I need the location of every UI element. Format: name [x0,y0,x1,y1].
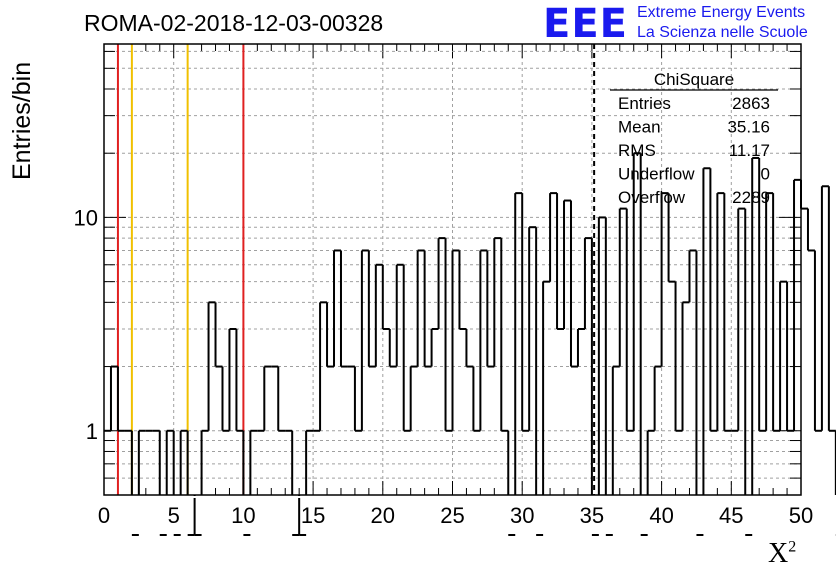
y-tick-label: 1 [86,419,98,444]
y-axis-label: Entries/bin [8,61,36,180]
stats-box-value: 0 [761,165,770,184]
x-tick-label: 15 [301,503,325,528]
stats-box-value: 35.16 [727,118,770,137]
x-tick-label: 5 [168,503,180,528]
stats-box-label: RMS [618,141,656,160]
y-tick-label: 10 [74,205,98,230]
plot-frame [103,43,802,496]
x-tick-label: 30 [510,503,534,528]
stats-box-label: Overflow [618,188,686,207]
x-tick-label: 20 [371,503,395,528]
logo-line-1: Extreme Energy Events [637,4,806,21]
x-tick-label: 35 [580,503,604,528]
stats-box-label: Underflow [618,165,695,184]
page-title: ROMA-02-2018-12-03-00328 [84,10,384,36]
x-tick-label: 40 [649,503,673,528]
x-tick-label: 45 [719,503,743,528]
stats-box-value: 2289 [732,188,770,207]
x-tick-label: 10 [231,503,255,528]
stats-box-label: Mean [618,118,661,137]
x-tick-label: 0 [98,503,110,528]
x-axis-label: X2 [768,538,796,570]
x-tick-label: 25 [440,503,464,528]
x-axis-label-text: X [768,538,789,569]
x-axis-label-sup: 2 [788,538,797,556]
stats-box-label: Entries [618,94,671,113]
stats-box-value: 2863 [732,94,770,113]
stats-box-title: ChiSquare [654,70,734,89]
x-tick-label: 50 [789,503,813,528]
axis-underlay [0,496,836,498]
logo-line-2: La Scienza nelle Scuole [637,24,808,41]
stats-box-value: 11.17 [729,141,770,160]
eee-logo: EEE [543,1,628,47]
